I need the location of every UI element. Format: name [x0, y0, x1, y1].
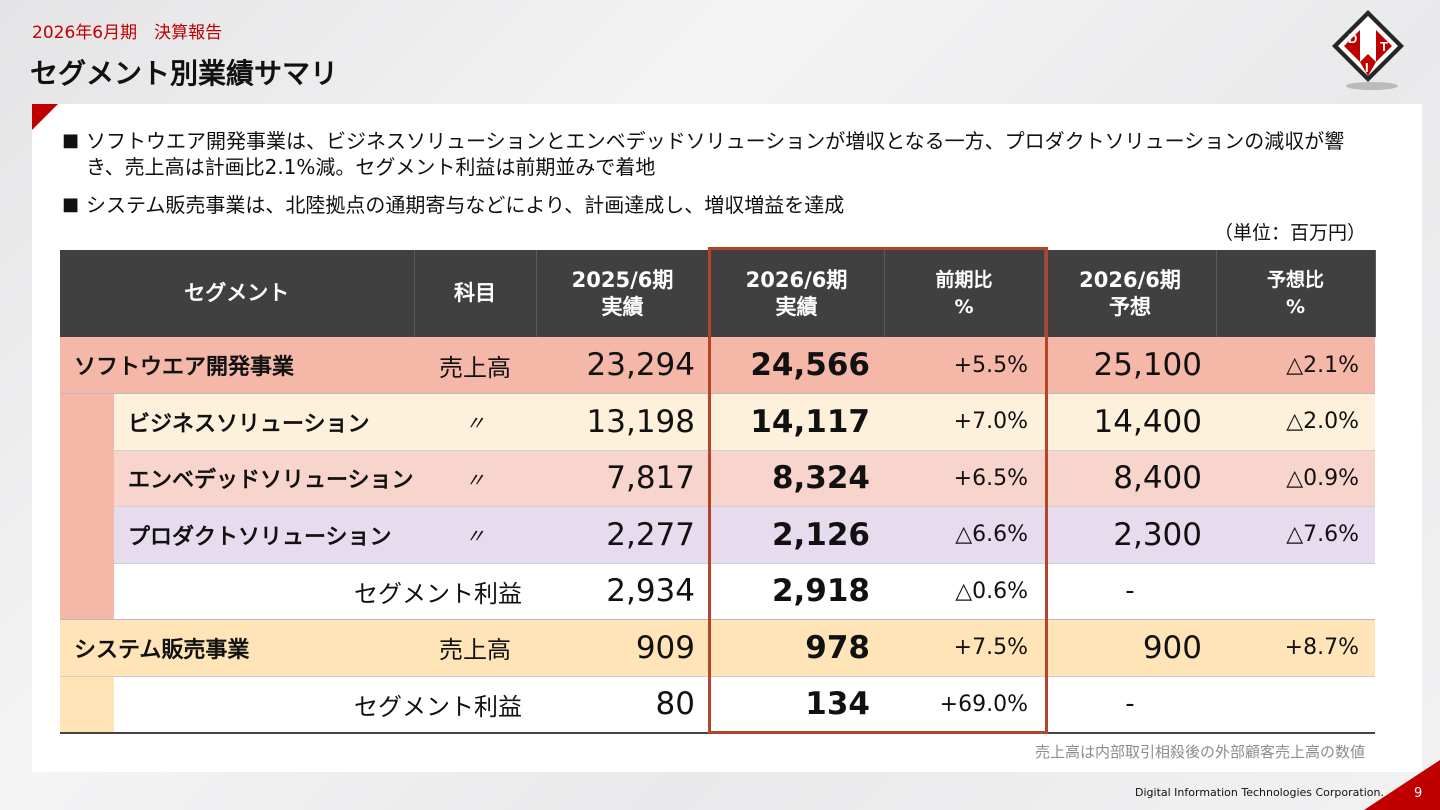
yoy-value: +69.0% — [884, 676, 1044, 734]
curr-value: 14,117 — [709, 393, 884, 451]
segment-name: エンベデッドソリューション — [114, 450, 414, 507]
prev-value: 7,817 — [536, 450, 709, 507]
bullet-mark: ■ — [62, 130, 80, 151]
unit-label: （単位：百万円） — [1213, 222, 1366, 244]
table-row: セグメント利益 80 134 +69.0% - — [60, 676, 1375, 734]
logo-letter-d: D — [1348, 31, 1357, 46]
plan-value: 900 — [1044, 619, 1216, 677]
item-label: セグメント利益 — [114, 563, 536, 620]
segment-name: ソフトウエア開発事業 — [60, 337, 414, 394]
curr-value: 2,126 — [709, 506, 884, 564]
curr-value: 24,566 — [709, 337, 884, 394]
item-label: 売上高 — [414, 337, 536, 394]
footnote: 売上高は内部取引相殺後の外部顧客売上高の数値 — [1034, 743, 1365, 761]
vs-plan-value — [1216, 563, 1375, 620]
prev-value: 13,198 — [536, 393, 709, 451]
curr-value: 978 — [709, 619, 884, 677]
plan-value: 8,400 — [1044, 450, 1216, 507]
table-row: プロダクトソリューション 〃 2,277 2,126 △6.6% 2,300 △… — [60, 506, 1375, 564]
yoy-value: +6.5% — [884, 450, 1044, 507]
report-subtitle: 2026年6月期 決算報告 — [32, 23, 223, 43]
segment-stub — [60, 450, 114, 507]
segment-stub — [60, 393, 114, 451]
vs-plan-value: +8.7% — [1216, 619, 1375, 677]
yoy-value: △0.6% — [884, 563, 1044, 620]
header-plan: 2026/6期 予想 — [1044, 250, 1217, 337]
bullet-software: ■ ソフトウエア開発事業は、ビジネスソリューションとエンベデッドソリューションが… — [62, 128, 1376, 180]
header-prev: 2025/6期 実績 — [536, 250, 710, 337]
header-vs-plan: 予想比% — [1216, 250, 1376, 337]
vs-plan-value — [1216, 676, 1375, 734]
dit-logo: D I T — [1332, 10, 1404, 90]
prev-value: 80 — [536, 676, 709, 734]
item-label: 〃 — [414, 506, 536, 564]
segment-name: プロダクトソリューション — [114, 506, 414, 564]
yoy-value: +7.0% — [884, 393, 1044, 451]
segment-name: システム販売事業 — [60, 619, 414, 677]
item-label: 〃 — [414, 393, 536, 451]
prev-value: 23,294 — [536, 337, 709, 394]
plan-value: 25,100 — [1044, 337, 1216, 394]
card-corner-accent — [32, 104, 58, 130]
table-row: セグメント利益 2,934 2,918 △0.6% - — [60, 563, 1375, 620]
logo-letter-i: I — [1365, 60, 1369, 75]
segment-stub — [60, 676, 114, 734]
header-segment: セグメント — [60, 250, 415, 337]
item-label: 売上高 — [414, 619, 536, 677]
table-row: システム販売事業 売上高 909 978 +7.5% 900 +8.7% — [60, 619, 1375, 677]
header-curr: 2026/6期 実績 — [709, 250, 885, 337]
plan-value: - — [1044, 563, 1216, 620]
table-row: エンベデッドソリューション 〃 7,817 8,324 +6.5% 8,400 … — [60, 450, 1375, 507]
yoy-value: △6.6% — [884, 506, 1044, 564]
segment-table: セグメント 科目 2025/6期 実績 2026/6期 実績 前期比% 2026/6… — [60, 250, 1376, 734]
prev-value: 909 — [536, 619, 709, 677]
vs-plan-value: △0.9% — [1216, 450, 1375, 507]
header-yoy: 前期比% — [884, 250, 1045, 337]
plan-value: 2,300 — [1044, 506, 1216, 564]
item-label: セグメント利益 — [114, 676, 536, 734]
vs-plan-value: △7.6% — [1216, 506, 1375, 564]
prev-value: 2,277 — [536, 506, 709, 564]
yoy-value: +5.5% — [884, 337, 1044, 394]
yoy-value: +7.5% — [884, 619, 1044, 677]
item-label: 〃 — [414, 450, 536, 507]
table-header-row: セグメント 科目 2025/6期 実績 2026/6期 実績 前期比% 2026/6… — [60, 250, 1376, 337]
vs-plan-value: △2.1% — [1216, 337, 1375, 394]
bullet-text: システム販売事業は、北陸拠点の通期寄与などにより、計画達成し、増収増益を達成 — [86, 193, 845, 217]
plan-value: 14,400 — [1044, 393, 1216, 451]
curr-value: 8,324 — [709, 450, 884, 507]
plan-value: - — [1044, 676, 1216, 734]
page-title: セグメント別業績サマリ — [30, 57, 339, 90]
curr-value: 2,918 — [709, 563, 884, 620]
footer-company: Digital Information Technologies Corpora… — [1135, 786, 1384, 799]
header-item: 科目 — [414, 250, 537, 337]
curr-value: 134 — [709, 676, 884, 734]
table-row: ビジネスソリューション 〃 13,198 14,117 +7.0% 14,400… — [60, 393, 1375, 451]
bullet-mark: ■ — [62, 194, 80, 215]
segment-stub — [60, 506, 114, 564]
bullet-system: ■ システム販売事業は、北陸拠点の通期寄与などにより、計画達成し、増収増益を達成 — [62, 192, 1376, 218]
vs-plan-value: △2.0% — [1216, 393, 1375, 451]
bullet-text: ソフトウエア開発事業は、ビジネスソリューションとエンベデッドソリューションが増収… — [86, 129, 1345, 179]
prev-value: 2,934 — [536, 563, 709, 620]
logo-letter-t: T — [1380, 39, 1388, 54]
segment-stub — [60, 563, 114, 620]
table-row: ソフトウエア開発事業 売上高 23,294 24,566 +5.5% 25,10… — [60, 337, 1375, 394]
segment-name: ビジネスソリューション — [114, 393, 414, 451]
page-number: 9 — [1414, 786, 1423, 801]
footer-accent — [1364, 760, 1440, 810]
